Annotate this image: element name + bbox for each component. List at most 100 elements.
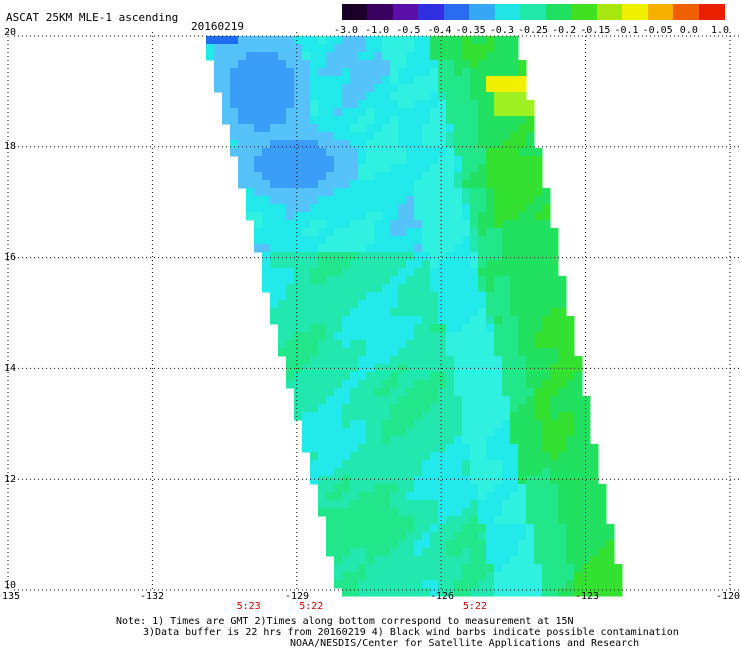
swath-cell (294, 388, 303, 397)
swath-cell (374, 452, 383, 461)
swath-cell (374, 228, 383, 237)
swath-cell (494, 484, 503, 493)
swath-cell (494, 172, 503, 181)
swath-cell (350, 92, 359, 101)
swath-cell (414, 156, 423, 165)
swath-cell (438, 532, 447, 541)
colorbar-label: -0.5 (396, 25, 421, 36)
swath-cell (438, 244, 447, 253)
swath-cell (518, 316, 527, 325)
swath-cell (470, 516, 479, 525)
swath-cell (414, 284, 423, 293)
swath-cell (502, 252, 511, 261)
swath-cell (342, 140, 351, 149)
swath-cell (462, 580, 471, 589)
swath-cell (502, 380, 511, 389)
swath-cell (534, 308, 543, 317)
swath-cell (262, 68, 271, 77)
note-line-2: 3)Data buffer is 22 hrs from 20160219 4)… (143, 627, 679, 638)
swath-cell (390, 388, 399, 397)
swath-cell (526, 476, 535, 485)
swath-cell (502, 356, 511, 365)
swath-cell (486, 580, 495, 589)
swath-cell (526, 372, 535, 381)
swath-cell (390, 556, 399, 565)
swath-cell (526, 212, 535, 221)
swath-cell (310, 388, 319, 397)
swath-cell (262, 228, 271, 237)
swath-cell (294, 148, 303, 157)
swath-cell (446, 316, 455, 325)
swath-cell (422, 92, 431, 101)
swath-cell (518, 452, 527, 461)
swath-cell (590, 564, 599, 573)
swath-cell (414, 508, 423, 517)
swath-cell (422, 212, 431, 221)
swath-cell (510, 444, 519, 453)
swath-cell (342, 332, 351, 341)
swath-cell (558, 324, 567, 333)
swath-cell (206, 36, 215, 45)
swath-cell (374, 540, 383, 549)
swath-cell (430, 476, 439, 485)
swath-cell (366, 412, 375, 421)
swath-cell (350, 500, 359, 509)
swath-cell (390, 316, 399, 325)
swath-cell (470, 436, 479, 445)
swath-cell (318, 308, 327, 317)
swath-cell (454, 508, 463, 517)
swath-cell (542, 428, 551, 437)
swath-cell (582, 420, 591, 429)
swath-cell (382, 356, 391, 365)
swath-cell (510, 404, 519, 413)
swath-cell (374, 484, 383, 493)
swath-cell (374, 396, 383, 405)
swath-cell (350, 524, 359, 533)
swath-cell (478, 484, 487, 493)
swath-cell (398, 412, 407, 421)
swath-cell (358, 188, 367, 197)
swath-cell (270, 252, 279, 261)
swath-cell (446, 300, 455, 309)
swath-cell (326, 180, 335, 189)
swath-cell (350, 420, 359, 429)
swath-cell (502, 244, 511, 253)
swath-cell (390, 164, 399, 173)
swath-cell (550, 556, 559, 565)
swath-cell (326, 196, 335, 205)
swath-cell (438, 36, 447, 45)
swath-cell (350, 212, 359, 221)
x-tick: -123 (574, 591, 600, 602)
swath-cell (430, 196, 439, 205)
swath-cell (350, 516, 359, 525)
swath-cell (558, 540, 567, 549)
swath-cell (510, 516, 519, 525)
swath-cell (334, 108, 343, 117)
swath-cell (246, 212, 255, 221)
swath-cell (582, 452, 591, 461)
swath-cell (454, 428, 463, 437)
swath-cell (286, 372, 295, 381)
swath-cell (486, 84, 495, 93)
swath-cell (510, 348, 519, 357)
swath-cell (358, 452, 367, 461)
swath-cell (262, 276, 271, 285)
swath-cell (358, 140, 367, 149)
swath-cell (462, 396, 471, 405)
colorbar-label: -0.15 (580, 25, 611, 36)
swath-cell (422, 444, 431, 453)
swath-cell (302, 372, 311, 381)
swath-cell (286, 92, 295, 101)
swath-cell (390, 100, 399, 109)
swath-cell (326, 228, 335, 237)
swath-cell (486, 132, 495, 141)
swath-cell (374, 532, 383, 541)
swath-cell (310, 324, 319, 333)
colorbar-label: -0.4 (427, 25, 452, 36)
swath-cell (502, 428, 511, 437)
swath-cell (278, 196, 287, 205)
swath-cell (406, 524, 415, 533)
swath-cell (502, 148, 511, 157)
swath-cell (446, 444, 455, 453)
swath-cell (382, 164, 391, 173)
